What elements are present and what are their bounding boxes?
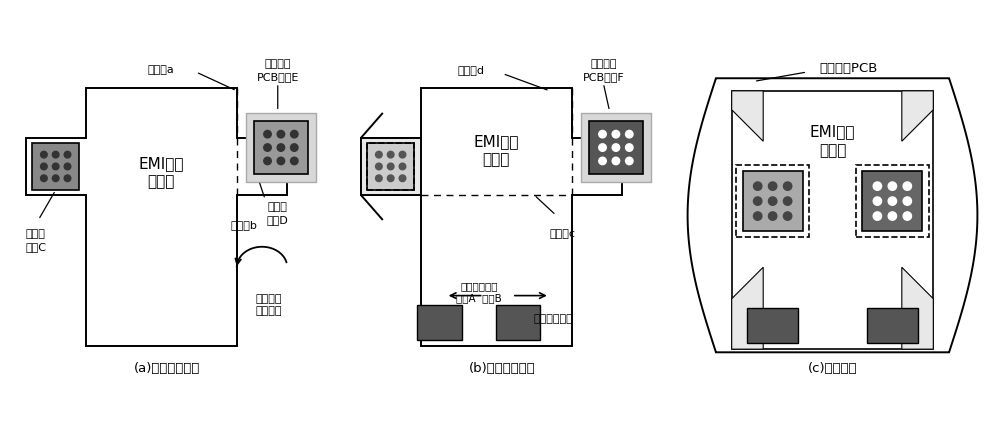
Text: 自反面向
正面翻转: 自反面向 正面翻转 xyxy=(255,294,282,316)
Circle shape xyxy=(873,182,882,191)
Bar xyxy=(254,121,308,174)
Bar xyxy=(743,171,803,231)
Circle shape xyxy=(291,130,298,138)
Circle shape xyxy=(41,175,47,182)
Bar xyxy=(856,165,929,237)
Circle shape xyxy=(64,163,71,170)
Circle shape xyxy=(903,182,912,191)
Bar xyxy=(32,143,79,190)
Polygon shape xyxy=(732,91,763,141)
Circle shape xyxy=(277,144,285,151)
Circle shape xyxy=(753,197,762,205)
Bar xyxy=(862,171,922,231)
Circle shape xyxy=(599,130,606,138)
Text: EMI滤波
器正面: EMI滤波 器正面 xyxy=(810,125,855,158)
Text: 输出地
焊盘C: 输出地 焊盘C xyxy=(26,229,47,252)
Bar xyxy=(736,165,809,237)
Text: EMI滤波
器反面: EMI滤波 器反面 xyxy=(138,156,184,190)
Bar xyxy=(246,113,316,182)
Text: 输入正输入地
焊盘A  焊盘B: 输入正输入地 焊盘A 焊盘B xyxy=(456,281,502,304)
Polygon shape xyxy=(902,267,933,349)
Polygon shape xyxy=(361,138,421,195)
Circle shape xyxy=(52,151,59,158)
Circle shape xyxy=(783,197,792,205)
Circle shape xyxy=(376,151,382,158)
Bar xyxy=(867,308,918,343)
Circle shape xyxy=(264,130,271,138)
Bar xyxy=(732,91,933,349)
Circle shape xyxy=(277,130,285,138)
Polygon shape xyxy=(688,78,977,352)
Circle shape xyxy=(768,197,777,205)
Circle shape xyxy=(873,212,882,220)
Circle shape xyxy=(52,163,59,170)
Bar xyxy=(747,308,798,343)
Circle shape xyxy=(626,144,633,151)
Circle shape xyxy=(888,197,897,205)
Circle shape xyxy=(387,163,394,170)
Circle shape xyxy=(873,197,882,205)
Text: (b)正面弯折焊接: (b)正面弯折焊接 xyxy=(469,362,536,374)
Circle shape xyxy=(64,151,71,158)
Circle shape xyxy=(277,157,285,165)
Circle shape xyxy=(783,212,792,220)
Circle shape xyxy=(753,182,762,191)
Circle shape xyxy=(599,157,606,165)
Circle shape xyxy=(888,182,897,191)
Circle shape xyxy=(387,151,394,158)
Circle shape xyxy=(399,175,406,182)
Circle shape xyxy=(41,151,47,158)
Circle shape xyxy=(291,144,298,151)
Circle shape xyxy=(64,175,71,182)
Circle shape xyxy=(376,163,382,170)
Bar xyxy=(367,143,414,190)
Text: 高压电源
PCB焊盘E: 高压电源 PCB焊盘E xyxy=(257,59,299,81)
Circle shape xyxy=(387,175,394,182)
Circle shape xyxy=(626,130,633,138)
Circle shape xyxy=(399,151,406,158)
Polygon shape xyxy=(732,267,763,349)
Text: 折叠线b: 折叠线b xyxy=(230,220,257,230)
Text: (c)最终结构: (c)最终结构 xyxy=(808,362,857,374)
Bar xyxy=(367,143,414,190)
Circle shape xyxy=(783,182,792,191)
Circle shape xyxy=(626,157,633,165)
Text: 左右移动调整: 左右移动调整 xyxy=(534,315,574,324)
Text: 折叠线a: 折叠线a xyxy=(148,66,175,75)
Circle shape xyxy=(52,175,59,182)
Text: EMI滤波
器正面: EMI滤波 器正面 xyxy=(473,134,519,168)
Text: (a)反面弯折焊接: (a)反面弯折焊接 xyxy=(134,362,201,374)
Circle shape xyxy=(768,182,777,191)
Polygon shape xyxy=(902,91,933,141)
Text: 高压电源
PCB焊盘F: 高压电源 PCB焊盘F xyxy=(582,59,624,81)
Circle shape xyxy=(612,130,620,138)
Text: 折叠线c: 折叠线c xyxy=(550,229,576,239)
Circle shape xyxy=(264,144,271,151)
Circle shape xyxy=(291,157,298,165)
Circle shape xyxy=(903,197,912,205)
Circle shape xyxy=(264,157,271,165)
Bar xyxy=(496,305,540,340)
Circle shape xyxy=(41,163,47,170)
Circle shape xyxy=(903,212,912,220)
Circle shape xyxy=(768,212,777,220)
Circle shape xyxy=(612,144,620,151)
Circle shape xyxy=(612,157,620,165)
Polygon shape xyxy=(26,88,287,346)
Bar xyxy=(417,305,462,340)
Circle shape xyxy=(753,212,762,220)
Circle shape xyxy=(399,163,406,170)
Polygon shape xyxy=(361,88,622,346)
Circle shape xyxy=(888,212,897,220)
Text: 输出正
焊盘D: 输出正 焊盘D xyxy=(267,202,289,225)
Text: 高压电源PCB: 高压电源PCB xyxy=(819,62,877,75)
Circle shape xyxy=(376,175,382,182)
Bar xyxy=(589,121,643,174)
Circle shape xyxy=(599,144,606,151)
Bar xyxy=(581,113,651,182)
Text: 折叠线d: 折叠线d xyxy=(457,66,484,75)
